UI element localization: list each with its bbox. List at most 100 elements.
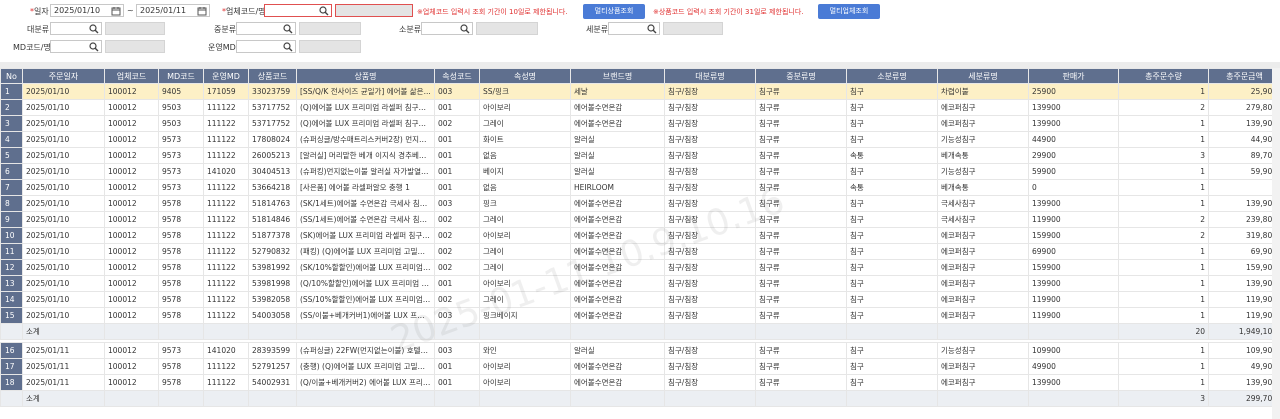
cell-md[interactable]: 9578 bbox=[158, 307, 204, 324]
md-code-input[interactable] bbox=[50, 40, 102, 53]
cell-vendor[interactable]: 100012 bbox=[104, 131, 159, 148]
cell-aname[interactable]: 그레이 bbox=[479, 243, 571, 260]
column-header[interactable]: 속성코드 bbox=[434, 68, 480, 84]
cell-opmd[interactable]: 111122 bbox=[203, 243, 249, 260]
cell-name[interactable]: (SK/10%할할인)에어볼 LUX 프리미엄 라... bbox=[296, 259, 435, 276]
cell-qty[interactable]: 1 bbox=[1118, 115, 1209, 132]
cell-md[interactable]: 9573 bbox=[158, 342, 204, 359]
cell-c1[interactable]: 침구/침장 bbox=[664, 243, 756, 260]
cell-opmd[interactable]: 111122 bbox=[203, 115, 249, 132]
cell-date[interactable]: 2025/01/10 bbox=[22, 163, 105, 180]
cell-c4[interactable]: 극세사침구 bbox=[937, 211, 1029, 228]
cell-name[interactable]: (Q/10%할할인)에어볼 LUX 프리미엄 라... bbox=[296, 275, 435, 292]
cell-brand[interactable]: HEIRLOOM bbox=[570, 179, 665, 196]
cell-name[interactable]: (Q/이불+베개커버2) 에어볼 LUX 프리미... bbox=[296, 374, 435, 391]
cell-c2[interactable]: 침구류 bbox=[755, 227, 847, 244]
cell-aname[interactable]: 아이보리 bbox=[479, 374, 571, 391]
search-icon[interactable] bbox=[647, 24, 657, 34]
cell-md[interactable]: 9578 bbox=[158, 374, 204, 391]
cell-acode[interactable]: 002 bbox=[434, 243, 480, 260]
cell-code[interactable]: 33023759 bbox=[248, 83, 297, 100]
table-row[interactable]: 1 2025/01/10 100012 9405 171059 33023759 [SS/Q… bbox=[0, 83, 1280, 100]
cell-code[interactable]: 53717752 bbox=[248, 99, 297, 116]
column-header[interactable]: 총주문수량 bbox=[1118, 68, 1209, 84]
cell-price[interactable]: 139900 bbox=[1028, 275, 1119, 292]
cell-price[interactable]: 139900 bbox=[1028, 374, 1119, 391]
column-header[interactable]: 세분류명 bbox=[937, 68, 1029, 84]
cell-price[interactable]: 44900 bbox=[1028, 131, 1119, 148]
cell-c3[interactable]: 침구 bbox=[846, 163, 938, 180]
cell-amt[interactable]: 44,900 bbox=[1208, 131, 1280, 148]
cell-opmd[interactable]: 111122 bbox=[203, 211, 249, 228]
cell-aname[interactable]: 그레이 bbox=[479, 115, 571, 132]
cell-c2[interactable]: 침구류 bbox=[755, 179, 847, 196]
cell-price[interactable]: 109900 bbox=[1028, 342, 1119, 359]
search-icon[interactable] bbox=[460, 24, 470, 34]
cell-acode[interactable]: 002 bbox=[434, 115, 480, 132]
cell-amt[interactable]: 69,900 bbox=[1208, 243, 1280, 260]
cell-brand[interactable]: 에어볼수면온감 bbox=[570, 227, 665, 244]
search-icon[interactable] bbox=[283, 42, 293, 52]
cell-vendor[interactable]: 100012 bbox=[104, 115, 159, 132]
cell-aname[interactable]: 아이보리 bbox=[479, 99, 571, 116]
cell-brand[interactable]: 에어볼수면온감 bbox=[570, 358, 665, 375]
cell-c1[interactable]: 침구/침장 bbox=[664, 227, 756, 244]
table-row[interactable]: 9 2025/01/10 100012 9578 111122 51814846 (SS/1… bbox=[0, 211, 1280, 228]
cell-c4[interactable]: 베개속통 bbox=[937, 147, 1029, 164]
cell-date[interactable]: 2025/01/10 bbox=[22, 227, 105, 244]
cell-c1[interactable]: 침구/침장 bbox=[664, 195, 756, 212]
column-header[interactable]: 대분류명 bbox=[664, 68, 756, 84]
cell-opmd[interactable]: 141020 bbox=[203, 342, 249, 359]
cell-name[interactable]: (SS/1세트)에어볼 수면온감 극세사 침구... bbox=[296, 211, 435, 228]
cell-c3[interactable]: 속통 bbox=[846, 179, 938, 196]
cell-c2[interactable]: 침구류 bbox=[755, 131, 847, 148]
cell-name[interactable]: [알러실] 머리맡한 베개 이지식 경추베개 ... bbox=[296, 147, 435, 164]
cell-aname[interactable]: 그레이 bbox=[479, 211, 571, 228]
cell-c4[interactable]: 에코퍼침구 bbox=[937, 307, 1029, 324]
calendar-icon[interactable] bbox=[111, 6, 121, 16]
cell-c3[interactable]: 침구 bbox=[846, 83, 938, 100]
cell-c3[interactable]: 속통 bbox=[846, 147, 938, 164]
cell-brand[interactable]: 알러실 bbox=[570, 342, 665, 359]
cell-opmd[interactable]: 111122 bbox=[203, 259, 249, 276]
cell-acode[interactable]: 001 bbox=[434, 179, 480, 196]
cell-qty[interactable]: 1 bbox=[1118, 243, 1209, 260]
table-row[interactable]: 2 2025/01/10 100012 9503 111122 53717752 (Q)에어… bbox=[0, 99, 1280, 116]
cell-brand[interactable]: 에어볼수면온감 bbox=[570, 243, 665, 260]
cell-aname[interactable]: 핑크베이지 bbox=[479, 307, 571, 324]
cell-code[interactable]: 28393599 bbox=[248, 342, 297, 359]
multi-vendor-search-button[interactable]: 멀티업체조회 bbox=[818, 4, 880, 19]
cell-price[interactable]: 119900 bbox=[1028, 211, 1119, 228]
search-icon[interactable] bbox=[89, 24, 99, 34]
table-row[interactable]: 8 2025/01/10 100012 9578 111122 51814763 (SK/1… bbox=[0, 195, 1280, 212]
cell-qty[interactable]: 1 bbox=[1118, 259, 1209, 276]
cell-c3[interactable]: 침구 bbox=[846, 99, 938, 116]
cell-qty[interactable]: 1 bbox=[1118, 342, 1209, 359]
cell-acode[interactable]: 002 bbox=[434, 291, 480, 308]
cell-price[interactable]: 25900 bbox=[1028, 83, 1119, 100]
op-md-input[interactable] bbox=[236, 40, 296, 53]
cell-c2[interactable]: 침구류 bbox=[755, 99, 847, 116]
cell-date[interactable]: 2025/01/10 bbox=[22, 99, 105, 116]
table-row[interactable]: 7 2025/01/10 100012 9573 111122 53664218 [사은품]… bbox=[0, 179, 1280, 196]
cell-amt[interactable]: 0 bbox=[1208, 179, 1280, 196]
cell-code[interactable]: 51877378 bbox=[248, 227, 297, 244]
cell-date[interactable]: 2025/01/10 bbox=[22, 83, 105, 100]
cell-opmd[interactable]: 111122 bbox=[203, 99, 249, 116]
column-header[interactable]: 판매가 bbox=[1028, 68, 1119, 84]
cell-price[interactable]: 49900 bbox=[1028, 358, 1119, 375]
cell-md[interactable]: 9573 bbox=[158, 131, 204, 148]
cell-brand[interactable]: 알러실 bbox=[570, 131, 665, 148]
cell-name[interactable]: (슈퍼킹)먼지없는이불 알러실 자가발열&... bbox=[296, 163, 435, 180]
cell-md[interactable]: 9578 bbox=[158, 291, 204, 308]
cell-c2[interactable]: 침구류 bbox=[755, 83, 847, 100]
cell-qty[interactable]: 1 bbox=[1118, 374, 1209, 391]
cell-md[interactable]: 9405 bbox=[158, 83, 204, 100]
cell-acode[interactable]: 001 bbox=[434, 275, 480, 292]
cell-amt[interactable]: 139,900 bbox=[1208, 374, 1280, 391]
cell-qty[interactable]: 1 bbox=[1118, 307, 1209, 324]
cell-name[interactable]: (Q)에어볼 LUX 프리미엄 라셀퍼 침구세... bbox=[296, 115, 435, 132]
cell-price[interactable]: 59900 bbox=[1028, 163, 1119, 180]
cell-price[interactable]: 139900 bbox=[1028, 195, 1119, 212]
cell-c2[interactable]: 침구류 bbox=[755, 163, 847, 180]
